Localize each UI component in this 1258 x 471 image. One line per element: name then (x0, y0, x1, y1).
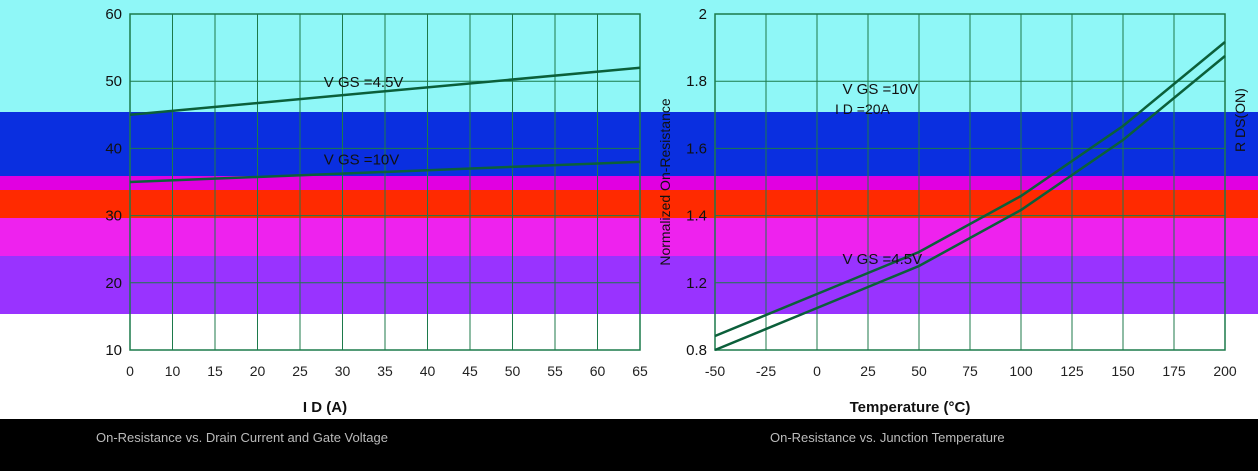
chart-0-x-tick-label: 30 (335, 363, 351, 379)
chart-0-x-tick-label: 40 (420, 363, 436, 379)
chart-0-y-tick-label: 40 (105, 140, 122, 157)
chart-1-y-tick-label: 1.6 (686, 140, 707, 157)
chart-1-x-tick-label: 100 (1009, 363, 1033, 379)
chart-1-series-1-label: V GS =4.5V (843, 251, 923, 268)
chart-0-y-tick-label: 50 (105, 73, 122, 90)
band-violet (0, 256, 1258, 314)
chart-0-x-axis-label: I D (A) (303, 399, 347, 416)
band-red (0, 190, 1258, 218)
chart-0-x-tick-label: 45 (462, 363, 478, 379)
chart-1-y-tick-label: 0.8 (686, 342, 707, 359)
chart-1-x-tick-label: -50 (705, 363, 725, 379)
chart-0-x-tick-label: 0 (126, 363, 134, 379)
chart-0-x-tick-label: 15 (207, 363, 223, 379)
chart-1-series-0-label: V GS =10V (843, 81, 918, 98)
chart-1-x-tick-label: 175 (1162, 363, 1186, 379)
chart-1-series-1-line (714, 41, 1226, 338)
band-black (0, 419, 1258, 471)
chart-1-x-axis-label: Temperature (°C) (850, 399, 971, 416)
chart-0-x-tick-label: 50 (505, 363, 521, 379)
band-white (0, 314, 1258, 419)
chart-1-series-0-line (714, 55, 1226, 352)
chart-0-x-tick-label: 35 (377, 363, 393, 379)
chart-0-y-tick-label: 30 (105, 208, 122, 225)
chart-0-series-1-line (129, 160, 641, 184)
chart-0-x-tick-label: 65 (632, 363, 648, 379)
right-caption: On-Resistance vs. Junction Temperature (770, 430, 1005, 445)
chart-1-x-tick-label: 150 (1111, 363, 1135, 379)
chart-1-annotation: I D =20A (835, 101, 891, 117)
chart-1-x-tick-label: 125 (1060, 363, 1084, 379)
chart-0-x-tick-label: 20 (250, 363, 266, 379)
chart-1-x-tick-label: 50 (911, 363, 927, 379)
chart-1-x-tick-label: 25 (860, 363, 876, 379)
band-cyan (0, 0, 1258, 112)
chart-1-y-tick-label: 1.4 (686, 208, 707, 225)
chart-0-y-tick-label: 60 (105, 6, 122, 23)
chart-0-x-tick-label: 60 (590, 363, 606, 379)
chart-1-annotation: R DS(ON) (1232, 88, 1248, 152)
chart-1-y-tick-label: 1.8 (686, 73, 707, 90)
left-caption: On-Resistance vs. Drain Current and Gate… (96, 430, 388, 445)
chart-0-series-1-label: V GS =10V (324, 151, 399, 168)
chart-0-x-tick-label: 25 (292, 363, 308, 379)
band-blue (0, 112, 1258, 176)
chart-1-y-tick-label: 2 (699, 6, 707, 23)
chart-1-y-tick-label: 1.2 (686, 275, 707, 292)
chart-1-x-tick-label: 75 (962, 363, 978, 379)
chart-0-x-tick-label: 55 (547, 363, 563, 379)
chart-0-series-0-line (129, 66, 641, 117)
chart-1-x-tick-label: -25 (756, 363, 776, 379)
chart-1-x-tick-label: 0 (813, 363, 821, 379)
chart-0-x-tick-label: 10 (165, 363, 181, 379)
chart-0-series-0-label: V GS =4.5V (324, 74, 404, 91)
chart-1-y-axis-label: Normalized On-Resistance (657, 98, 673, 265)
band-pink (0, 218, 1258, 256)
chart-0-y-tick-label: 20 (105, 275, 122, 292)
chart-0-y-tick-label: 10 (105, 342, 122, 359)
band-magenta (0, 176, 1258, 190)
chart-1-x-tick-label: 200 (1213, 363, 1237, 379)
